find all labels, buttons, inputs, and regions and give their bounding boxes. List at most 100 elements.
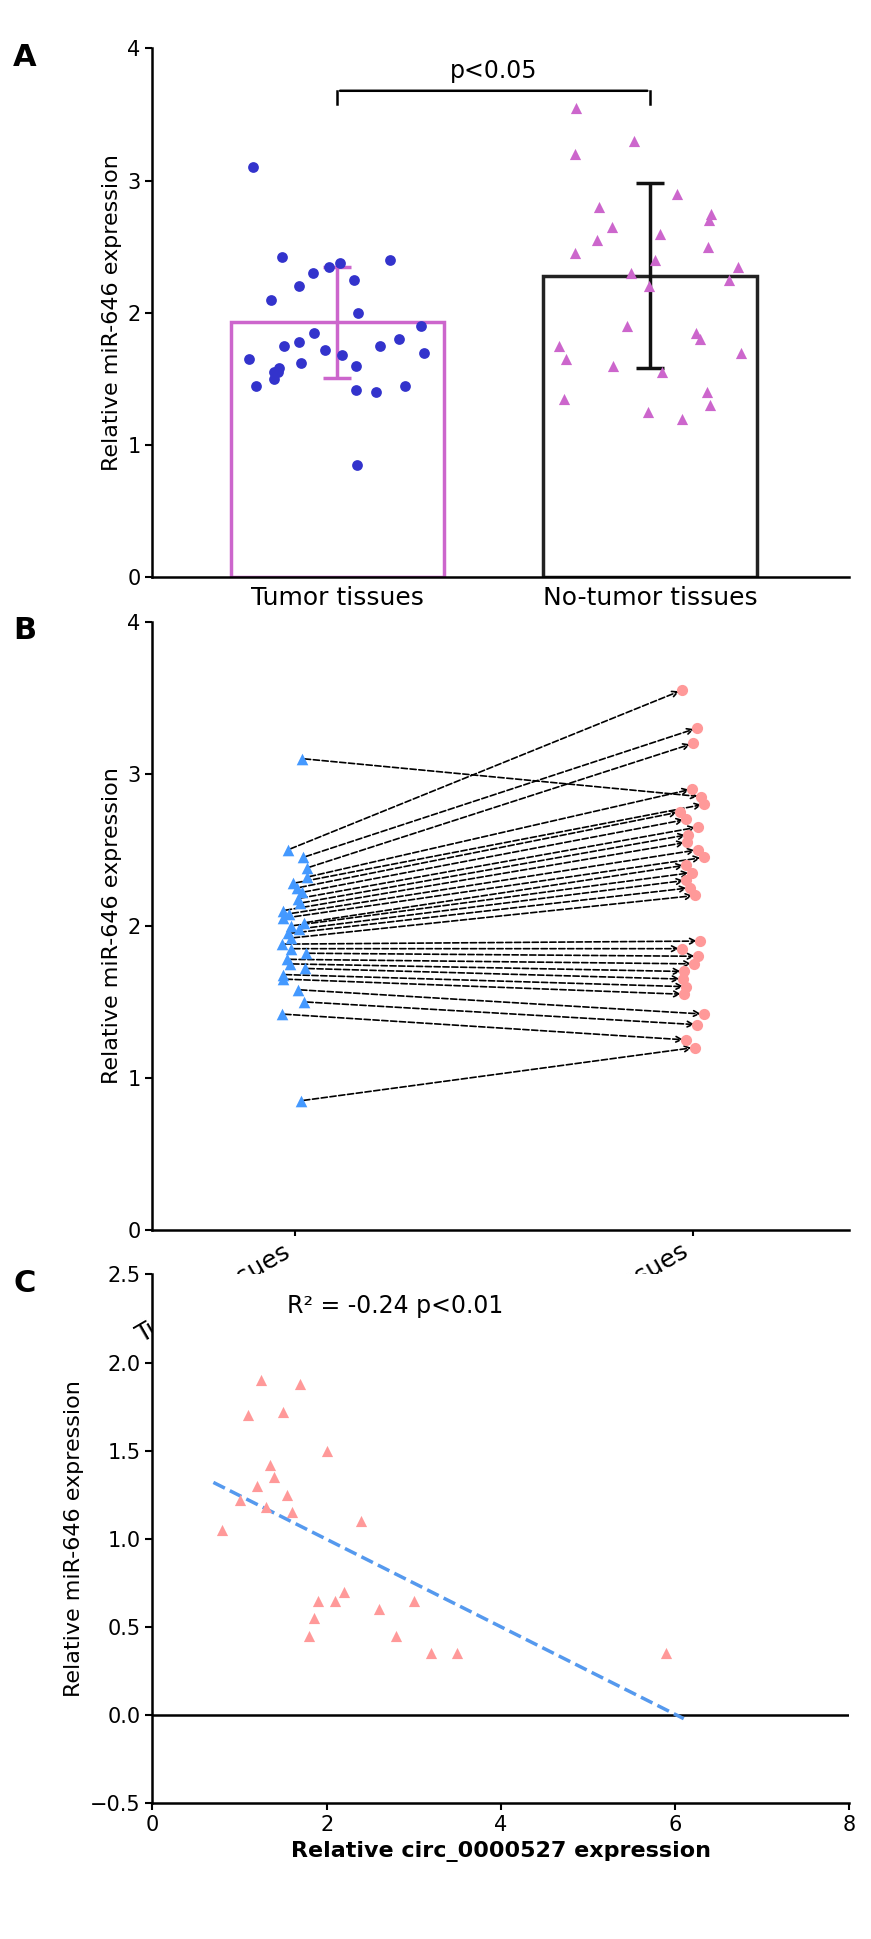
Point <box>688 880 702 911</box>
Point <box>685 774 699 805</box>
Point <box>277 330 291 361</box>
Point <box>679 849 693 880</box>
Point <box>241 343 255 374</box>
Point <box>292 271 306 302</box>
Point <box>679 865 693 896</box>
Point <box>424 1638 438 1669</box>
Y-axis label: Relative miR-646 expression: Relative miR-646 expression <box>64 1381 84 1697</box>
Point <box>280 944 294 975</box>
Point <box>552 330 566 361</box>
Point <box>372 1594 386 1625</box>
Bar <box>231 322 444 578</box>
Point <box>291 882 305 913</box>
Point <box>683 873 697 904</box>
Point <box>272 353 286 384</box>
Point <box>680 826 694 857</box>
Point <box>300 853 314 884</box>
Point <box>281 917 295 948</box>
Point <box>677 979 691 1010</box>
Point <box>275 999 289 1030</box>
Point <box>299 938 313 970</box>
Point <box>291 973 305 1004</box>
Point <box>348 351 362 382</box>
Point <box>290 873 304 904</box>
Y-axis label: Relative miR-646 expression: Relative miR-646 expression <box>102 768 122 1084</box>
Point <box>248 370 262 401</box>
Point <box>697 842 711 873</box>
Point <box>417 337 431 368</box>
Point <box>297 987 311 1018</box>
Point <box>676 964 690 995</box>
Point <box>368 376 382 407</box>
Point <box>284 933 298 964</box>
Point <box>337 1576 351 1607</box>
Point <box>328 1584 342 1615</box>
Point <box>604 211 618 242</box>
Point <box>296 842 310 873</box>
Point <box>655 357 669 388</box>
Point <box>276 960 290 991</box>
Point <box>685 857 699 888</box>
Point <box>294 876 308 907</box>
Point <box>697 999 711 1030</box>
Point <box>320 1435 334 1466</box>
Point <box>693 324 707 355</box>
Text: A: A <box>13 43 37 72</box>
Bar <box>544 275 757 578</box>
Point <box>690 714 704 745</box>
Point <box>287 869 300 900</box>
Point <box>280 1479 294 1510</box>
Point <box>294 1369 307 1400</box>
Point <box>591 192 605 223</box>
Point <box>641 397 655 429</box>
Point <box>389 1621 403 1652</box>
Point <box>354 1507 368 1538</box>
Point <box>624 258 638 289</box>
Point <box>292 326 306 357</box>
Point <box>686 727 700 758</box>
Point <box>351 297 365 328</box>
Point <box>241 1400 255 1431</box>
Point <box>569 140 583 171</box>
Point <box>250 1470 264 1501</box>
Point <box>675 933 689 964</box>
Point <box>675 675 689 706</box>
Point <box>392 324 406 355</box>
Point <box>306 258 320 289</box>
Point <box>653 217 667 248</box>
Point <box>722 264 736 295</box>
Point <box>407 1584 421 1615</box>
Point <box>734 337 748 368</box>
Point <box>677 956 691 987</box>
Point <box>702 206 716 237</box>
Point <box>318 334 332 365</box>
Point <box>679 971 693 1002</box>
Point <box>557 384 571 415</box>
Point <box>373 330 387 361</box>
Point <box>246 151 260 182</box>
Point <box>679 805 693 836</box>
Point <box>691 1008 705 1039</box>
Point <box>285 1497 299 1528</box>
Point <box>267 357 280 388</box>
Point <box>450 1638 464 1669</box>
Point <box>701 231 715 262</box>
Point <box>349 374 363 405</box>
Point <box>698 789 712 820</box>
Point <box>692 925 706 956</box>
Text: p<0.05: p<0.05 <box>450 58 537 83</box>
Text: C: C <box>13 1270 36 1297</box>
Point <box>605 351 619 382</box>
Point <box>687 1032 701 1063</box>
Point <box>348 264 361 295</box>
Point <box>297 907 311 938</box>
Point <box>294 888 307 919</box>
Point <box>704 390 718 421</box>
Point <box>620 310 634 341</box>
Point <box>590 225 604 256</box>
Point <box>285 909 299 940</box>
Point <box>679 1024 693 1055</box>
Point <box>642 271 656 302</box>
Point <box>687 948 701 979</box>
Point <box>300 861 314 892</box>
